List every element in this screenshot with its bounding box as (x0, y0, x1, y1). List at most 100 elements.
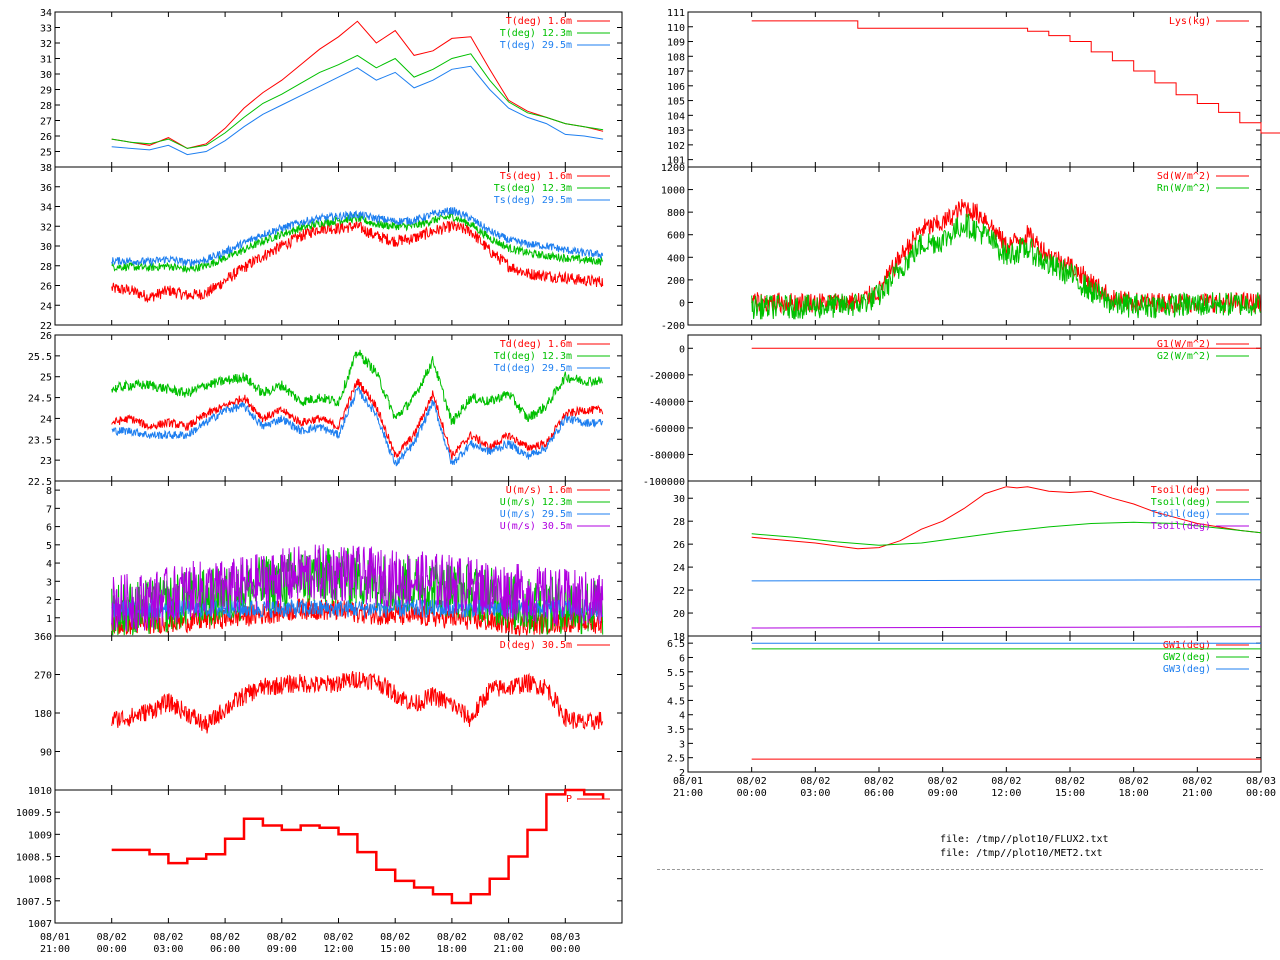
series-line (111, 386, 604, 467)
series-line (751, 486, 1262, 550)
x-tick-time: 06:00 (864, 788, 894, 799)
separator-dashed-line (657, 869, 1263, 870)
series-line (751, 626, 1262, 629)
y-tick-label: -60000 (649, 424, 685, 435)
y-tick-label: -40000 (649, 397, 685, 408)
y-tick-label: 1010 (28, 786, 52, 797)
series-line (751, 20, 1280, 134)
y-tick-label: 3 (679, 739, 685, 750)
x-tick-date: 08/02 (437, 932, 467, 943)
legend-label: Ts(deg) 12.3m (494, 183, 572, 194)
y-tick-label: 90 (40, 748, 52, 759)
x-tick-time: 00:00 (1246, 788, 1276, 799)
y-tick-label: 1007.5 (16, 897, 52, 908)
legend-label: G1(W/m^2) (1157, 339, 1211, 350)
y-tick-label: 30 (673, 494, 685, 505)
y-tick-label: 2.5 (667, 754, 685, 765)
legend-label: U(m/s) 29.5m (500, 509, 572, 520)
legend-label: Lys(kg) (1169, 16, 1211, 27)
y-tick-label: 2 (46, 596, 52, 607)
y-tick-label: 25.5 (28, 352, 52, 363)
legend-label: GW2(deg) (1163, 652, 1211, 663)
y-tick-label: 6 (46, 523, 52, 534)
y-tick-label: 200 (667, 276, 685, 287)
y-tick-label: 23 (40, 456, 52, 467)
x-tick-time: 21:00 (1182, 788, 1212, 799)
x-tick-date: 08/02 (323, 932, 353, 943)
y-tick-label: 34 (40, 203, 52, 214)
y-tick-label: 32 (40, 222, 52, 233)
legend-label: Td(deg) 12.3m (494, 351, 572, 362)
x-tick-date: 08/01 (40, 932, 70, 943)
y-tick-label: -100000 (643, 477, 685, 488)
x-tick-time: 21:00 (673, 788, 703, 799)
x-tick-date: 08/02 (97, 932, 127, 943)
legend-label: Ts(deg) 29.5m (494, 195, 572, 206)
file-path-met: file: /tmp//plot10/MET2.txt (940, 848, 1103, 859)
y-tick-label: 600 (667, 231, 685, 242)
file-list: file: /tmp//plot10/FLUX2.txt file: /tmp/… (940, 833, 1109, 861)
x-tick-date: 08/01 (673, 776, 703, 787)
y-tick-label: 1009.5 (16, 808, 52, 819)
y-tick-label: 107 (667, 67, 685, 78)
y-tick-label: 3 (46, 577, 52, 588)
series-line (111, 544, 604, 632)
y-tick-label: 1000 (661, 186, 685, 197)
y-tick-label: 102 (667, 141, 685, 152)
x-tick-date: 08/02 (800, 776, 830, 787)
y-tick-label: -80000 (649, 450, 685, 461)
y-tick-label: 0 (679, 344, 685, 355)
y-tick-label: 26 (40, 331, 52, 342)
y-tick-label: 32 (40, 39, 52, 50)
y-tick-label: 105 (667, 97, 685, 108)
series-line (751, 521, 1262, 546)
legend-label: Tsoil(deg) (1151, 509, 1211, 520)
x-tick-date: 08/03 (1246, 776, 1276, 787)
x-tick-date: 08/02 (494, 932, 524, 943)
x-tick-time: 15:00 (380, 944, 410, 955)
y-tick-label: 0 (679, 298, 685, 309)
x-tick-time: 21:00 (494, 944, 524, 955)
y-tick-label: 101 (667, 156, 685, 167)
y-tick-label: 30 (40, 242, 52, 253)
y-tick-label: 1009 (28, 830, 52, 841)
plot-frame (54, 789, 623, 924)
chart-g: 0 -20000 -40000 -60000 -80000 -100000 G1(W/m^2… (643, 334, 1262, 488)
y-tick-label: 109 (667, 38, 685, 49)
legend-label: T(deg) 1.6m (506, 16, 572, 27)
chart-pres: 1010 1009.5 1009 1008.5 1008 1007.5 1007 P (16, 786, 623, 930)
y-tick-label: 106 (667, 82, 685, 93)
y-tick-label: 7 (46, 504, 52, 515)
series-line (111, 220, 604, 303)
y-tick-label: 5.5 (667, 668, 685, 679)
x-tick-time: 00:00 (737, 788, 767, 799)
x-tick-date: 08/02 (928, 776, 958, 787)
legend-label: Td(deg) 29.5m (494, 363, 572, 374)
y-tick-label: 26 (40, 132, 52, 143)
plot-frame (687, 635, 1262, 773)
y-tick-label: 28 (40, 101, 52, 112)
x-tick-date: 08/02 (864, 776, 894, 787)
chart-gw: 6.5 6 5.5 5 4.5 4 3.5 3 2.5 2 GW1(deg)GW2(deg)GW3(… (667, 635, 1262, 779)
x-tick-date: 08/02 (267, 932, 297, 943)
y-tick-label: 1007 (28, 919, 52, 930)
x-tick-date: 08/02 (737, 776, 767, 787)
y-tick-label: 29 (40, 86, 52, 97)
file-path-flux: file: /tmp//plot10/FLUX2.txt (940, 834, 1109, 845)
y-tick-label: 4 (679, 711, 685, 722)
x-tick-time: 21:00 (40, 944, 70, 955)
legend-label: Td(deg) 1.6m (500, 339, 572, 350)
y-tick-label: 360 (34, 632, 52, 643)
x-tick-time: 12:00 (323, 944, 353, 955)
x-tick-date: 08/02 (153, 932, 183, 943)
x-tick-time: 00:00 (97, 944, 127, 955)
chart-rad: 1200 1000 800 600 400 200 0 -200 Sd(W/m^2)Rn(W/m… (661, 163, 1262, 332)
legend-label: Tsoil(deg) (1151, 485, 1211, 496)
y-tick-label: 8 (46, 486, 52, 497)
x-tick-date: 08/02 (1182, 776, 1212, 787)
chart-temp: 34 33 32 31 30 29 28 27 26 25 T(deg) 1.6mT(deg) 12… (40, 8, 623, 168)
y-tick-label: 800 (667, 208, 685, 219)
y-tick-label: 104 (667, 111, 685, 122)
